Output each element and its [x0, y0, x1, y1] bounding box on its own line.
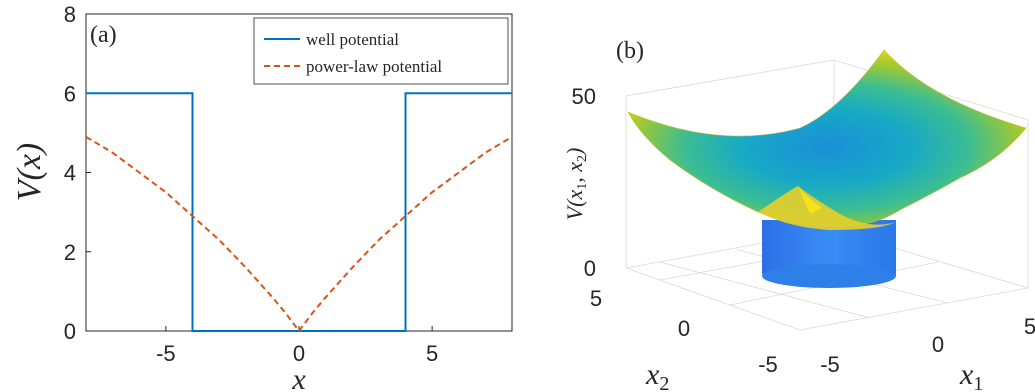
x-tick-label: 5	[426, 341, 438, 366]
series-power-law-potential	[85, 135, 513, 333]
y-ticks: 0 2 4 6 8	[64, 2, 91, 344]
x-tick-label: -5	[156, 341, 176, 366]
x2-tick-neg5: -5	[758, 352, 778, 377]
legend: well potential power-law potential	[253, 17, 509, 85]
surface-bowl	[627, 49, 1027, 227]
x2-tick-0: 0	[678, 316, 690, 341]
z-tick-50: 50	[572, 84, 596, 109]
y-tick-label: 6	[64, 81, 76, 106]
x1-tick-0: 0	[932, 332, 944, 357]
panel-label-a: (a)	[90, 22, 117, 48]
x1-tick-neg5: -5	[820, 352, 840, 377]
z-axis-label: V(x1, x2)	[562, 148, 590, 221]
x-axis-label: x	[291, 363, 306, 392]
legend-box	[253, 17, 509, 85]
y-tick-label: 4	[64, 161, 76, 186]
legend-label-power: power-law potential	[306, 57, 442, 76]
series-lines	[85, 92, 513, 333]
x2-tick-5: 5	[590, 286, 602, 311]
x2-axis-label: x2	[645, 358, 669, 392]
well-floor	[762, 264, 896, 288]
legend-label-well: well potential	[306, 30, 399, 49]
surface-chart-panel: (b) 50 0 5 0 -5 -5 0 5 x2 x1 V(x1, x2)	[562, 38, 1035, 392]
surface-front-peak	[798, 186, 822, 214]
y-axis-label: V(x)	[11, 143, 48, 202]
x1-tick-5: 5	[1024, 314, 1035, 339]
line-chart-panel: -5 0 5 0 2 4 6 8 (a) well potential power-law …	[11, 2, 513, 392]
z-tick-0: 0	[584, 256, 596, 281]
y-tick-label: 8	[64, 2, 76, 27]
x-ticks: -5 0 5	[156, 326, 438, 366]
y-tick-label: 2	[64, 240, 76, 265]
x-tick-label: 0	[293, 341, 305, 366]
y-tick-label: 0	[64, 319, 76, 344]
surface-front-lip	[758, 186, 896, 230]
x1-axis-label: x1	[959, 358, 983, 392]
panel-label-b: (b)	[616, 38, 644, 64]
